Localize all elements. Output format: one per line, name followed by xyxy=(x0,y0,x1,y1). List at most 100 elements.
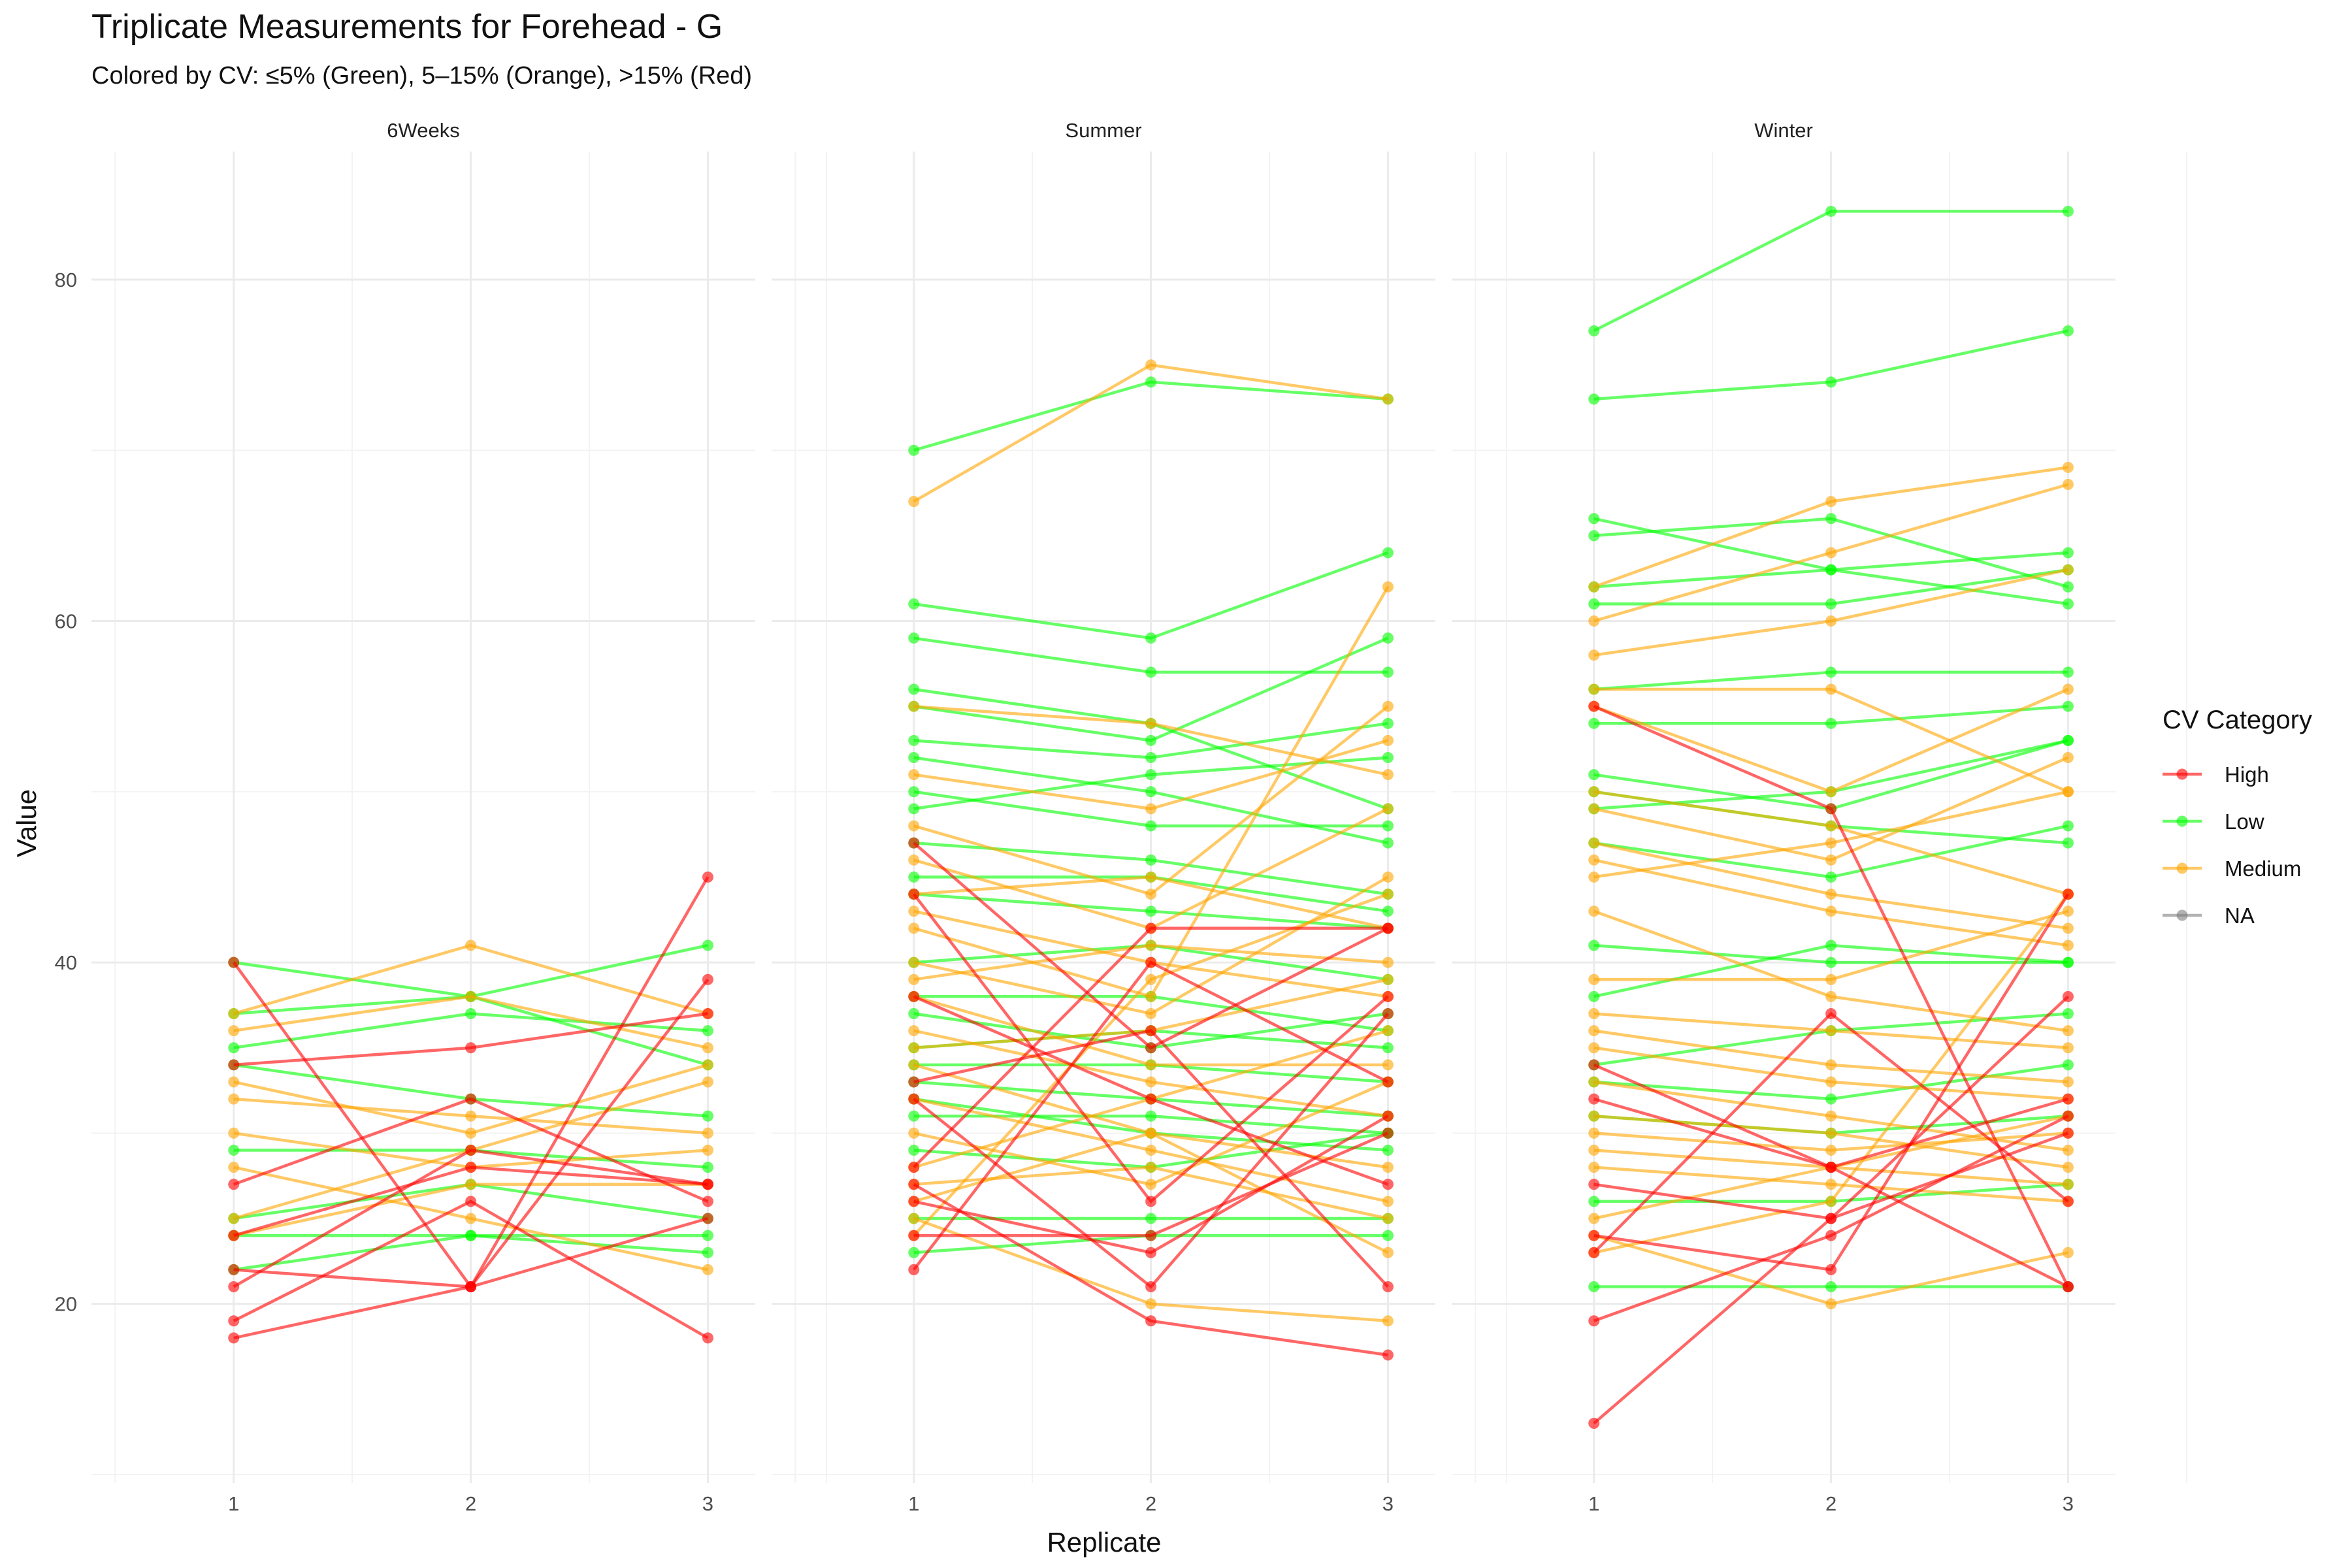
data-point xyxy=(2062,547,2074,559)
data-point xyxy=(908,1093,920,1105)
data-point xyxy=(228,1332,240,1344)
data-point xyxy=(228,1076,240,1088)
data-point xyxy=(1588,1127,1600,1139)
data-point xyxy=(1145,1110,1157,1122)
data-point xyxy=(2062,752,2074,764)
data-point xyxy=(1588,1162,1600,1173)
data-point xyxy=(1825,513,1837,525)
data-point xyxy=(2062,1247,2074,1258)
data-point xyxy=(702,1196,713,1207)
data-point xyxy=(228,1007,240,1019)
data-point xyxy=(908,1213,920,1224)
data-point xyxy=(1145,1093,1157,1105)
data-point xyxy=(1825,956,1837,968)
legend-key-point xyxy=(2176,815,2188,827)
data-point xyxy=(2062,1093,2074,1105)
data-point xyxy=(1588,786,1600,798)
data-point xyxy=(1825,1076,1837,1088)
data-point xyxy=(1588,717,1600,729)
facet-panels: 6Weeks 1 2 3 20 40 60 80 Summer 1 2 3 Winter 1 2 3 xyxy=(55,119,2187,1515)
data-point xyxy=(702,1059,713,1071)
data-point xyxy=(1145,1059,1157,1071)
data-point xyxy=(1825,1127,1837,1139)
legend-label: High xyxy=(2225,762,2269,787)
data-point xyxy=(465,1110,477,1122)
series-group xyxy=(908,359,1394,1361)
data-point xyxy=(702,939,713,951)
x-tick-label: 2 xyxy=(1145,1492,1156,1515)
data-point xyxy=(1382,1042,1394,1054)
data-point xyxy=(1145,1281,1157,1293)
data-point xyxy=(1825,786,1837,798)
data-point xyxy=(702,1110,713,1122)
x-tick-label: 1 xyxy=(908,1492,919,1515)
data-point xyxy=(1588,854,1600,866)
data-point xyxy=(1588,393,1600,405)
data-point xyxy=(1825,205,1837,217)
y-tick-label: 40 xyxy=(55,951,77,974)
data-point xyxy=(1145,376,1157,388)
data-point xyxy=(1588,1007,1600,1019)
data-point xyxy=(1588,649,1600,661)
data-point xyxy=(1382,906,1394,917)
data-point xyxy=(1825,906,1837,917)
data-point xyxy=(1145,889,1157,900)
data-point xyxy=(2062,939,2074,951)
data-point xyxy=(1825,1264,1837,1275)
data-point xyxy=(1145,769,1157,781)
data-point xyxy=(2062,889,2074,900)
data-point xyxy=(908,820,920,832)
data-point xyxy=(1145,1213,1157,1224)
data-point xyxy=(228,1230,240,1241)
data-point xyxy=(228,956,240,968)
data-point xyxy=(1588,325,1600,336)
data-point xyxy=(2062,1196,2074,1207)
data-point xyxy=(1145,786,1157,798)
x-tick-label: 2 xyxy=(465,1492,476,1515)
data-point xyxy=(1825,1196,1837,1207)
data-point xyxy=(908,1007,920,1019)
data-point xyxy=(1588,990,1600,1002)
data-point xyxy=(1145,734,1157,746)
data-point xyxy=(1588,1418,1600,1429)
data-point xyxy=(1825,564,1837,576)
data-point xyxy=(2062,906,2074,917)
data-point xyxy=(465,1213,477,1224)
data-point xyxy=(2062,1059,2074,1071)
data-point xyxy=(1825,1093,1837,1105)
data-point xyxy=(908,1162,920,1173)
data-point xyxy=(1382,632,1394,644)
data-point xyxy=(1825,1025,1837,1037)
data-point xyxy=(1382,1247,1394,1258)
data-point xyxy=(1588,769,1600,781)
data-point xyxy=(228,1315,240,1327)
data-point xyxy=(2062,1076,2074,1088)
data-point xyxy=(908,956,920,968)
data-point xyxy=(465,1042,477,1054)
y-tick-label: 80 xyxy=(55,269,77,291)
data-point xyxy=(1145,1196,1157,1207)
data-point xyxy=(2062,1179,2074,1190)
data-point xyxy=(465,939,477,951)
data-point xyxy=(1825,1145,1837,1156)
data-point xyxy=(908,871,920,883)
data-point xyxy=(1145,1007,1157,1019)
data-point xyxy=(1382,700,1394,712)
data-point xyxy=(1588,939,1600,951)
x-tick-label: 3 xyxy=(702,1492,713,1515)
legend-entry-na: NA xyxy=(2163,904,2255,928)
data-point xyxy=(1382,1196,1394,1207)
facet-strip-label: Winter xyxy=(1754,119,1813,142)
data-point xyxy=(1588,683,1600,695)
data-point xyxy=(1145,666,1157,678)
data-point xyxy=(1588,1196,1600,1207)
data-point xyxy=(702,1264,713,1275)
data-point xyxy=(1588,1315,1600,1327)
data-point xyxy=(1145,803,1157,815)
data-point xyxy=(702,1145,713,1156)
y-tick-label: 20 xyxy=(55,1293,77,1316)
data-point xyxy=(1382,1110,1394,1122)
data-point xyxy=(1588,1247,1600,1258)
data-point xyxy=(465,1196,477,1207)
data-point xyxy=(1145,923,1157,934)
